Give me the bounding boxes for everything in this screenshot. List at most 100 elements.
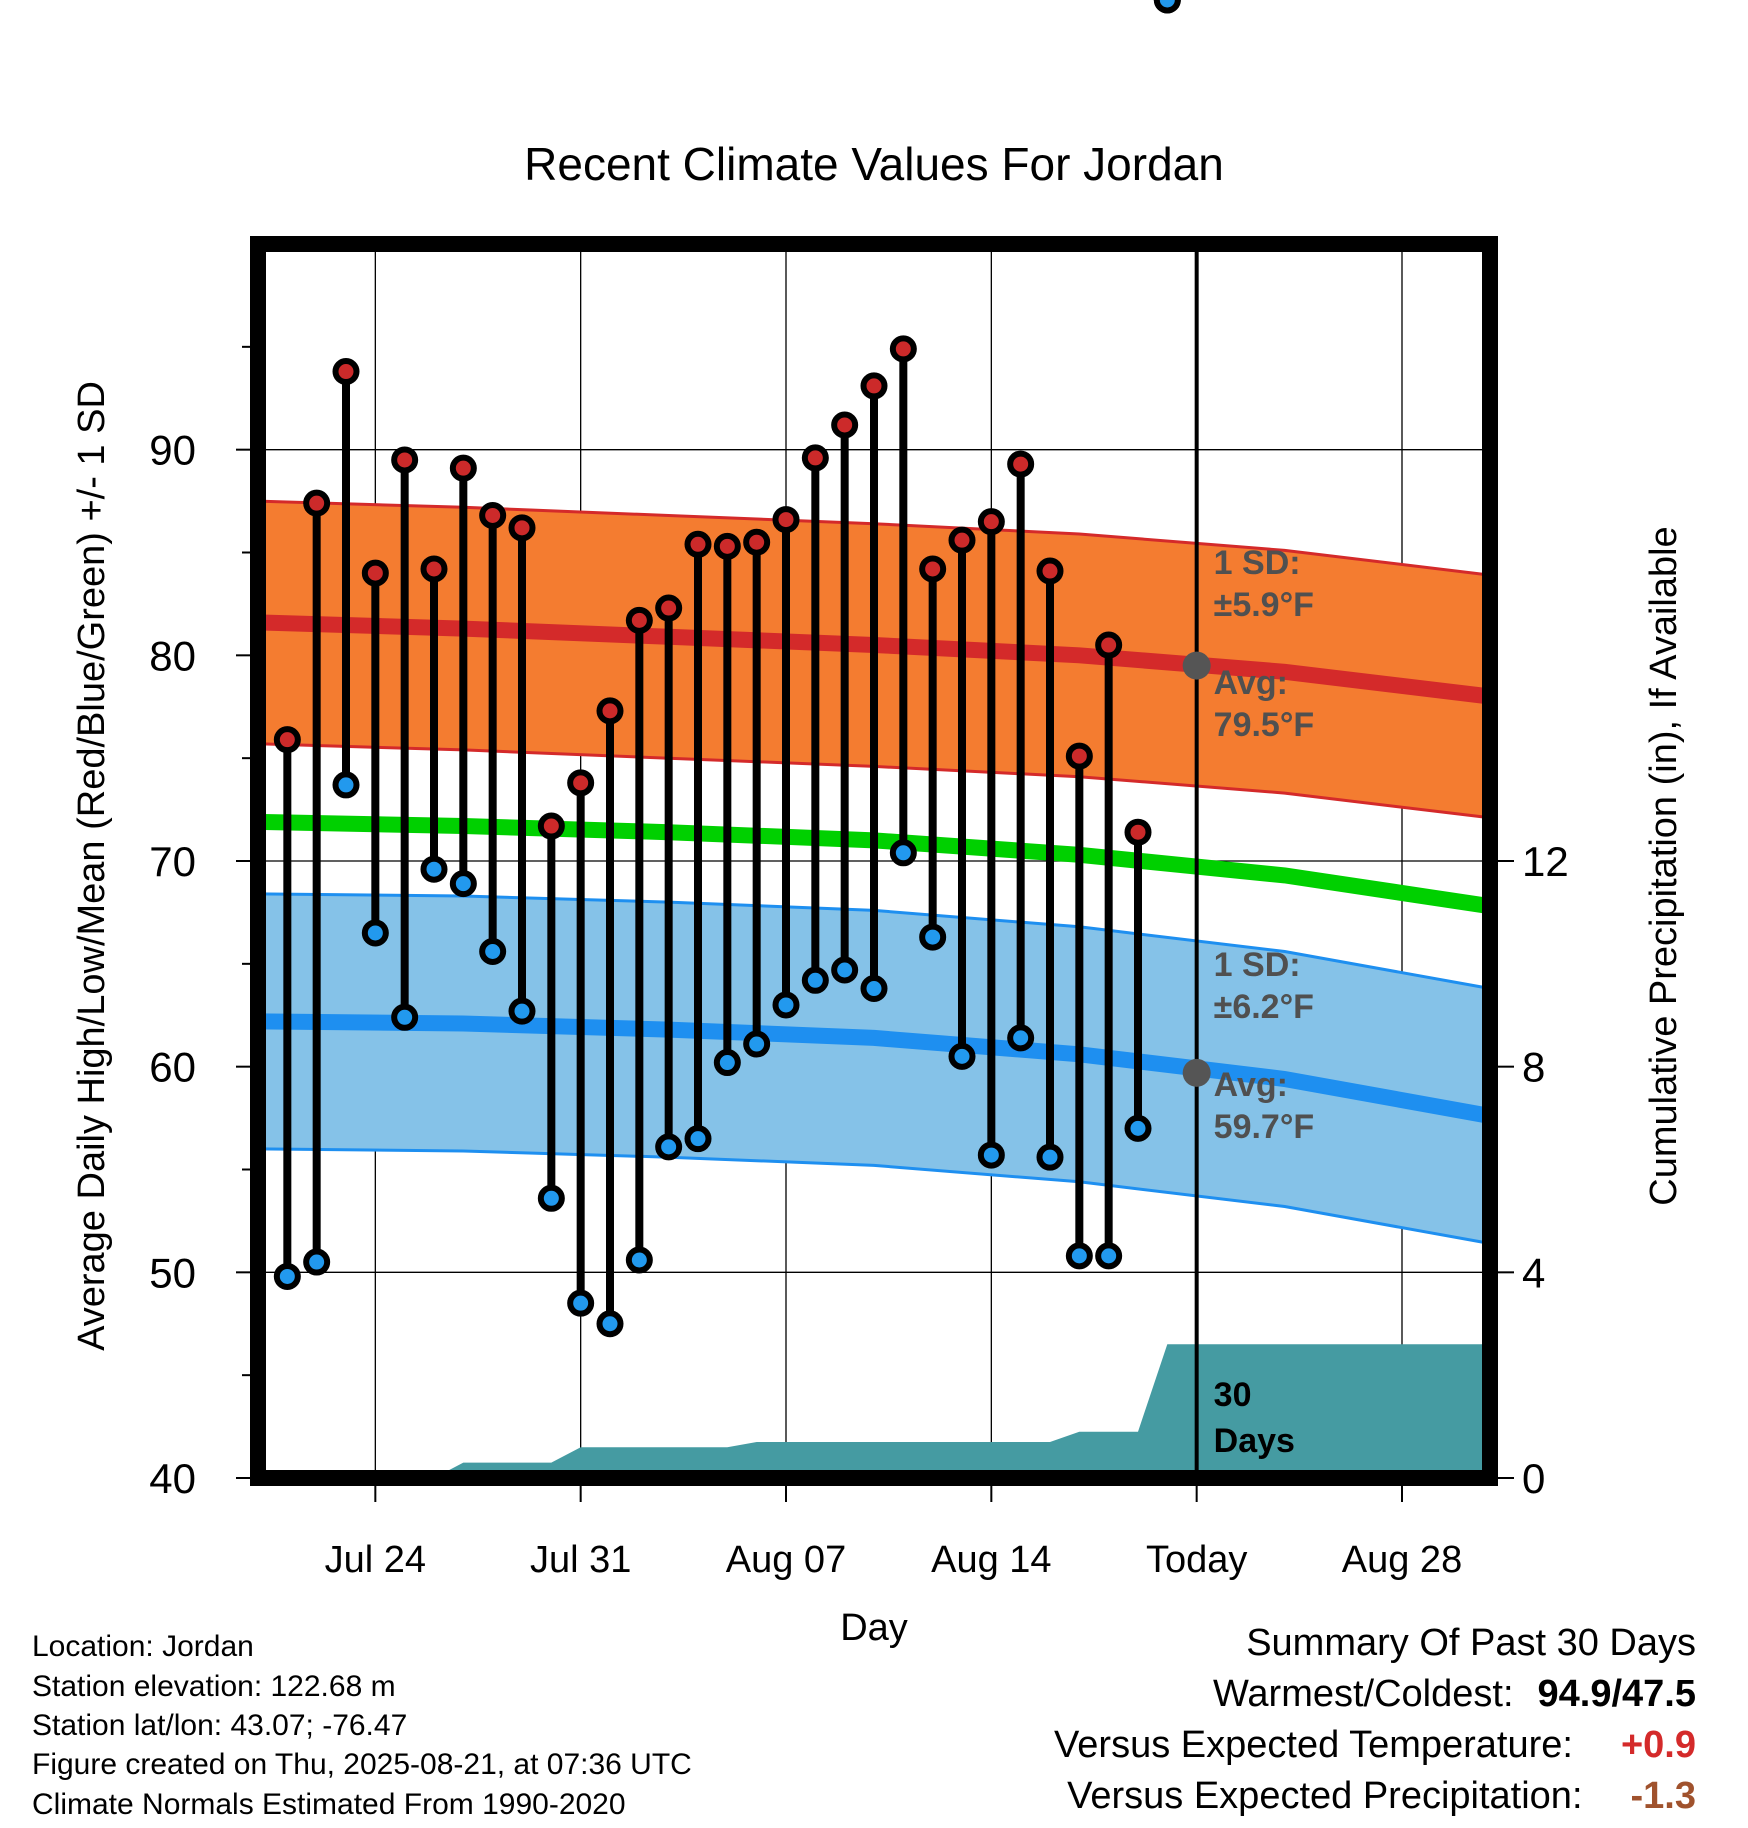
daily-high-point	[361, 559, 389, 587]
avg-low-line	[257, 1013, 1492, 1124]
daily-high-point	[1065, 742, 1093, 770]
summary-warm-cold: Warmest/Coldest: 94.9/47.5	[1213, 1673, 1696, 1716]
high-avg-label: Avg:	[1214, 664, 1288, 702]
low-sd-band	[258, 893, 1490, 1244]
daily-low-point	[831, 956, 859, 984]
daily-low-point	[919, 923, 947, 951]
y-tick-label: 40	[149, 1455, 196, 1502]
daily-low-point	[567, 1289, 595, 1317]
daily-high-point	[1007, 450, 1035, 478]
low-sd-label: 1 SD:	[1214, 946, 1301, 984]
daily-high-point	[977, 508, 1005, 536]
summary-temp-value: +0.9	[1620, 1724, 1696, 1766]
daily-low-point	[889, 839, 917, 867]
daily-high-point	[449, 454, 477, 482]
daily-low-point	[273, 1262, 301, 1290]
summary-precip-value: -1.3	[1630, 1775, 1696, 1817]
daily-low-point	[332, 771, 360, 799]
low-avg-label: Avg:	[1214, 1066, 1288, 1104]
daily-low-point	[449, 870, 477, 898]
daily-high-point	[1036, 557, 1064, 585]
x-tick-label: Today	[1146, 1539, 1247, 1581]
daily-high-point	[273, 726, 301, 754]
daily-low-point	[713, 1049, 741, 1077]
daily-high-point	[567, 769, 595, 797]
daily-low-point	[625, 1246, 653, 1274]
daily-high-point	[684, 530, 712, 558]
daily-high-point	[919, 555, 947, 583]
footer-normals: Climate Normals Estimated From 1990-2020	[32, 1788, 626, 1821]
x-tick-label: Aug 14	[931, 1539, 1051, 1581]
daily-low-point	[1036, 1143, 1064, 1171]
summary-temp-label: Versus Expected Temperature:	[1054, 1724, 1573, 1766]
daily-low-point	[303, 1248, 331, 1276]
daily-high-point	[655, 594, 683, 622]
daily-low-point	[655, 1133, 683, 1161]
daily-high-point	[743, 528, 771, 556]
high-sd-value: ±5.9°F	[1214, 586, 1314, 624]
y-tick-label: 70	[149, 838, 196, 885]
x-tick-label: Aug 28	[1342, 1539, 1462, 1581]
high-sd-label: 1 SD:	[1214, 544, 1301, 582]
chart-title: Recent Climate Values For Jordan	[524, 138, 1224, 190]
daily-low-point	[537, 1184, 565, 1212]
x-tick-label: Aug 07	[726, 1539, 846, 1581]
daily-low-point	[1124, 1114, 1152, 1142]
daily-high-point	[391, 446, 419, 474]
today-avg-high-point	[1182, 651, 1211, 680]
summary-warm-cold-value: 94.9/47.5	[1537, 1673, 1696, 1715]
low-sd-value: ±6.2°F	[1214, 988, 1314, 1026]
daily-low-point	[1153, 0, 1181, 14]
y-tick-label: 90	[149, 427, 196, 474]
daily-low-point	[684, 1125, 712, 1153]
daily-low-point	[1065, 1242, 1093, 1270]
daily-high-point	[713, 532, 741, 560]
footer-latlon: Station lat/lon: 43.07; -76.47	[32, 1709, 408, 1742]
high-avg-value: 79.5°F	[1214, 706, 1315, 744]
y-axis-label: Average Daily High/Low/Mean (Red/Blue/Gr…	[71, 381, 113, 1351]
footer-elevation: Station elevation: 122.68 m	[32, 1670, 396, 1703]
daily-high-point	[420, 555, 448, 583]
daily-low-point	[977, 1141, 1005, 1169]
y-tick-label: 60	[149, 1044, 196, 1091]
daily-low-point	[391, 1003, 419, 1031]
daily-low-point	[743, 1030, 771, 1058]
low-avg-value: 59.7°F	[1214, 1108, 1315, 1146]
daily-low-point	[420, 855, 448, 883]
daily-high-point	[303, 489, 331, 517]
y-tick-label: 50	[149, 1249, 196, 1296]
x-tick-label: Jul 24	[325, 1539, 426, 1581]
precip-label-line1: 30	[1214, 1376, 1252, 1414]
y2-tick-label: 4	[1522, 1249, 1545, 1296]
y2-axis-label: Cumulative Precipitation (in), If Availa…	[1643, 526, 1685, 1205]
daily-high-point	[508, 514, 536, 542]
daily-high-point	[831, 411, 859, 439]
x-tick-label: Jul 31	[530, 1539, 631, 1581]
precip-label-line2: Days	[1214, 1422, 1295, 1460]
summary-warm-cold-label: Warmest/Coldest:	[1212, 1673, 1514, 1715]
y2-tick-label: 12	[1522, 838, 1569, 885]
daily-high-point	[948, 526, 976, 554]
daily-low-point	[860, 975, 888, 1003]
daily-low-point	[772, 991, 800, 1019]
y2-tick-label: 0	[1522, 1455, 1545, 1502]
daily-high-point	[860, 372, 888, 400]
daily-high-point	[625, 606, 653, 634]
summary-precip-label: Versus Expected Precipitation:	[1067, 1775, 1583, 1817]
y2-tick-label: 8	[1522, 1044, 1545, 1091]
summary-precipitation: Versus Expected Precipitation: -1.3	[1067, 1775, 1696, 1818]
footer-location: Location: Jordan	[32, 1630, 254, 1663]
daily-low-point	[596, 1310, 624, 1338]
daily-low-point	[508, 997, 536, 1025]
low-sd-band-lower-edge	[257, 1147, 1491, 1245]
daily-high-point	[332, 358, 360, 386]
summary-title: Summary Of Past 30 Days	[1246, 1622, 1696, 1664]
daily-high-point	[479, 501, 507, 529]
daily-high-point	[1124, 818, 1152, 846]
daily-low-point	[948, 1042, 976, 1070]
daily-high-point	[801, 444, 829, 472]
daily-low-point	[801, 966, 829, 994]
y-tick-label: 80	[149, 632, 196, 679]
daily-high-point	[772, 506, 800, 534]
